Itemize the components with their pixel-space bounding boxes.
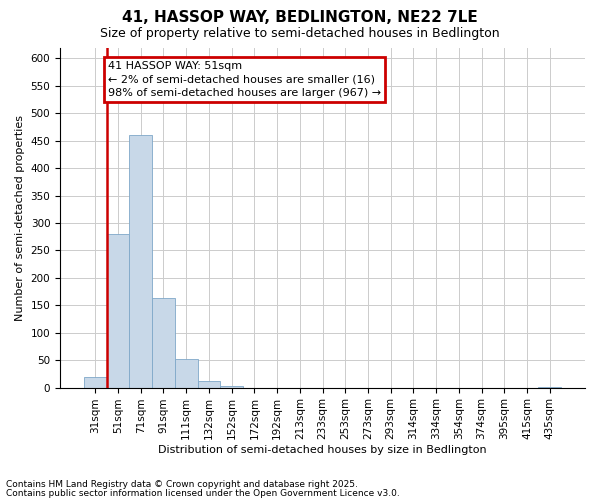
Bar [220,386,243,388]
Bar [130,136,152,388]
Bar [175,359,197,388]
Text: Contains public sector information licensed under the Open Government Licence v3: Contains public sector information licen… [6,488,400,498]
Text: Contains HM Land Registry data © Crown copyright and database right 2025.: Contains HM Land Registry data © Crown c… [6,480,358,489]
Bar [84,376,107,388]
Y-axis label: Number of semi-detached properties: Number of semi-detached properties [15,114,25,320]
Bar [107,234,130,388]
Bar [152,298,175,388]
Bar [538,386,561,388]
Text: Size of property relative to semi-detached houses in Bedlington: Size of property relative to semi-detach… [100,28,500,40]
Bar [197,381,220,388]
Text: 41, HASSOP WAY, BEDLINGTON, NE22 7LE: 41, HASSOP WAY, BEDLINGTON, NE22 7LE [122,10,478,25]
Text: 41 HASSOP WAY: 51sqm
← 2% of semi-detached houses are smaller (16)
98% of semi-d: 41 HASSOP WAY: 51sqm ← 2% of semi-detach… [108,61,381,98]
X-axis label: Distribution of semi-detached houses by size in Bedlington: Distribution of semi-detached houses by … [158,445,487,455]
